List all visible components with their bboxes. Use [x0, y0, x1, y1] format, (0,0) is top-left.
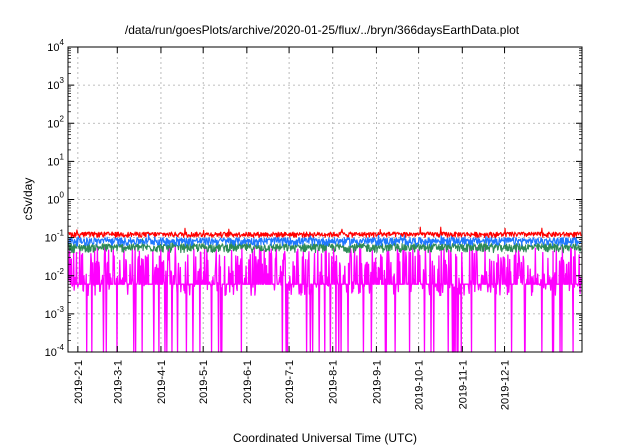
y-tick-label: 101: [47, 152, 64, 168]
x-tick-label: 2019-8-1: [328, 360, 340, 404]
x-tick-label: 2019-5-1: [198, 360, 210, 404]
y-tick-label: 103: [47, 76, 64, 92]
chart-title: /data/run/goesPlots/archive/2020-01-25/f…: [125, 23, 520, 37]
x-tick-label: 2019-2-1: [73, 360, 85, 404]
y-tick-label: 102: [47, 114, 64, 130]
y-tick-label: 10-4: [45, 343, 65, 359]
series-group: [68, 226, 582, 353]
y-tick-label: 10-3: [45, 305, 65, 321]
y-tick-label: 104: [47, 38, 64, 54]
x-axis: 2019-2-1 2019-3-1 2019-4-1 2019-5-1 2019-6-1…: [73, 47, 512, 410]
x-tick-label: 2019-7-1: [284, 360, 296, 404]
x-tick-label: 2019-11-1: [457, 360, 469, 409]
series-line-4: [68, 226, 582, 239]
series-line-1: [68, 245, 582, 353]
series-line-3: [68, 232, 582, 247]
y-tick-label: 100: [47, 191, 64, 207]
y-axis-title: cSv/day: [21, 178, 35, 221]
y-tick-label: 10-2: [45, 267, 65, 283]
x-tick-label: 2019-4-1: [156, 360, 168, 404]
y-axis: 10-4 10-3 10-2 10-1 100 101 102 103 104: [45, 38, 582, 359]
x-tick-label: 2019-12-1: [500, 360, 512, 410]
x-tick-label: 2019-10-1: [414, 360, 426, 410]
x-tick-label: 2019-9-1: [371, 360, 383, 404]
series-line-2: [68, 238, 582, 254]
x-axis-title: Coordinated Universal Time (UTC): [233, 431, 417, 445]
y-tick-label: 10-1: [45, 229, 65, 245]
x-tick-label: 2019-3-1: [112, 360, 124, 404]
x-tick-label: 2019-6-1: [242, 360, 254, 404]
